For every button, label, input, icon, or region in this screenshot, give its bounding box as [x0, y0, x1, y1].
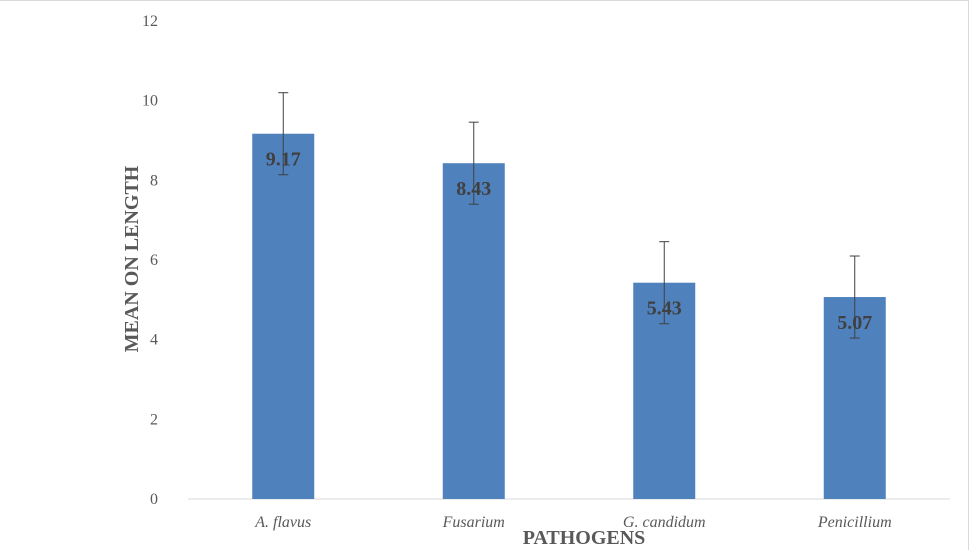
y-tick-label: 8: [150, 172, 158, 189]
x-category-label: G. candidum: [623, 514, 706, 531]
bar: [252, 133, 315, 499]
y-tick-label: 2: [150, 411, 158, 428]
x-axis-categories: A. flavus Fusarium G. candidum Penicillium: [254, 514, 891, 531]
x-category-label: A. flavus: [254, 514, 311, 531]
error-bar: [659, 241, 670, 325]
y-axis-ticks: 0 2 4 6 8 10 12: [142, 13, 158, 508]
error-bar: [849, 255, 860, 339]
data-label: 5.43: [647, 298, 682, 320]
x-axis-title: PATHOGENS: [523, 527, 646, 549]
bars: [252, 133, 886, 499]
data-label: 5.07: [837, 312, 872, 334]
y-tick-label: 6: [150, 252, 158, 269]
y-axis-title: MEAN ON LENGTH: [121, 165, 143, 352]
y-tick-label: 0: [150, 491, 158, 508]
y-tick-label: 10: [142, 93, 158, 110]
bar: [442, 163, 505, 499]
y-tick-label: 4: [150, 332, 158, 349]
x-category-label: Penicillium: [817, 514, 892, 531]
data-labels: 9.17 8.43 5.43 5.07: [266, 149, 873, 334]
data-label: 9.17: [266, 149, 301, 171]
error-bar: [278, 92, 289, 176]
data-label: 8.43: [456, 178, 491, 200]
x-category-label: Fusarium: [442, 514, 505, 531]
error-bar: [468, 121, 479, 205]
y-tick-label: 12: [142, 13, 158, 30]
error-bars: [278, 92, 860, 339]
